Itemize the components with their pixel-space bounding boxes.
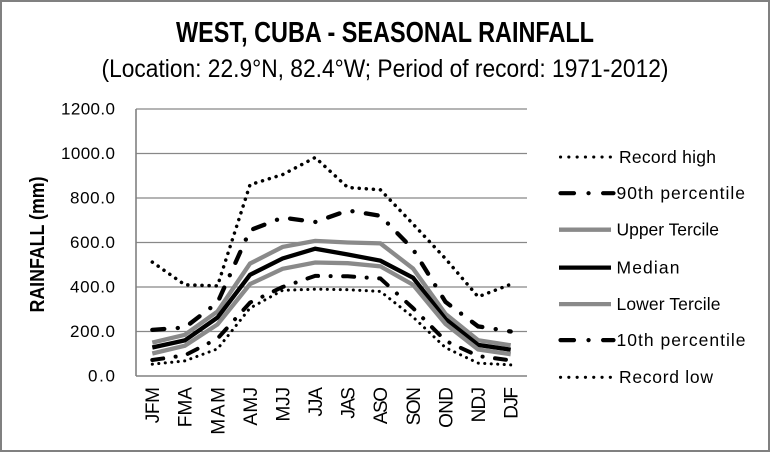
- svg-text:SON: SON: [404, 387, 425, 425]
- svg-text:Upper Tercile: Upper Tercile: [617, 220, 720, 240]
- svg-text:JFM: JFM: [143, 387, 164, 423]
- svg-text:90th percentile: 90th percentile: [617, 183, 746, 203]
- svg-text:(Location: 22.9°N, 82.4°W; Per: (Location: 22.9°N, 82.4°W; Period of rec…: [102, 55, 669, 83]
- svg-text:OND: OND: [436, 387, 457, 428]
- svg-text:800.0: 800.0: [70, 189, 115, 208]
- svg-text:MAM: MAM: [208, 387, 229, 435]
- svg-text:Record high: Record high: [619, 147, 716, 167]
- svg-text:JAS: JAS: [339, 387, 360, 419]
- svg-text:JJA: JJA: [306, 387, 327, 417]
- svg-text:1000.0: 1000.0: [61, 144, 115, 163]
- svg-text:Record low: Record low: [619, 367, 713, 387]
- svg-text:NDJ: NDJ: [469, 387, 490, 422]
- svg-text:ASO: ASO: [371, 387, 392, 424]
- svg-text:400.0: 400.0: [70, 278, 115, 297]
- svg-text:AMJ: AMJ: [241, 387, 262, 426]
- svg-text:MJJ: MJJ: [273, 387, 294, 422]
- svg-text:FMA: FMA: [176, 387, 197, 428]
- svg-text:200.0: 200.0: [70, 322, 115, 341]
- svg-text:1200.0: 1200.0: [61, 100, 115, 119]
- svg-text:Median: Median: [617, 258, 680, 278]
- svg-text:600.0: 600.0: [70, 233, 115, 252]
- svg-text:0.0: 0.0: [88, 367, 115, 386]
- svg-text:DJF: DJF: [502, 387, 523, 419]
- svg-text:RAINFALL (mm): RAINFALL (mm): [27, 177, 49, 313]
- svg-text:10th percentile: 10th percentile: [617, 330, 746, 350]
- svg-text:WEST, CUBA - SEASONAL RAINFALL: WEST, CUBA - SEASONAL RAINFALL: [176, 17, 594, 49]
- svg-text:Lower Tercile: Lower Tercile: [617, 294, 721, 314]
